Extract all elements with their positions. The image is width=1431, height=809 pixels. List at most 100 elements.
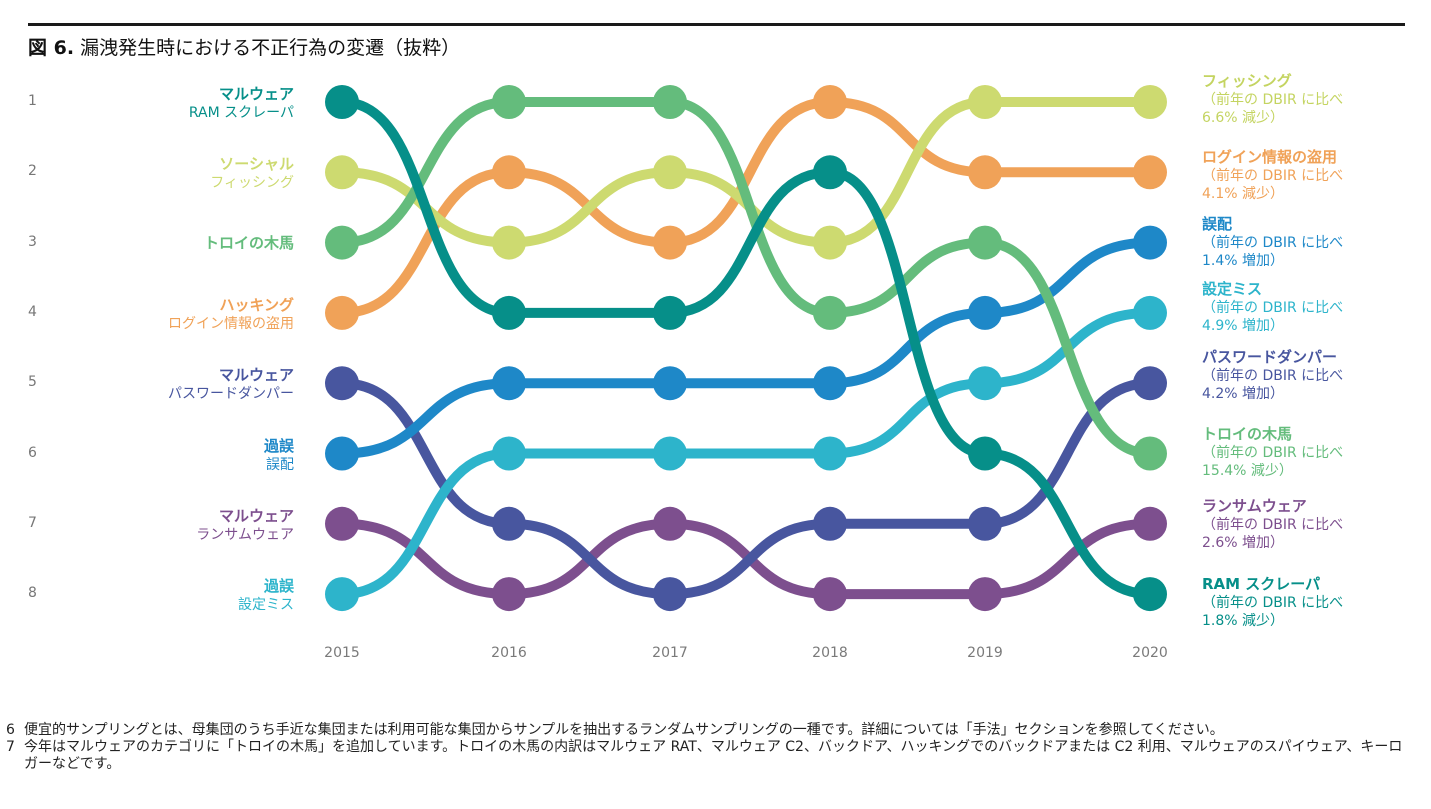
series-item: 誤配 (266, 456, 294, 473)
series-name: RAM スクレーパ (1202, 575, 1321, 593)
series-change-text: 4.2% 増加） (1202, 386, 1285, 402)
series-item: RAM スクレーパ (188, 105, 294, 121)
data-point (968, 506, 1002, 541)
data-point (325, 85, 359, 119)
series-change-text: （前年の DBIR に比べ (1202, 517, 1344, 533)
series-change-text: （前年の DBIR に比べ (1202, 368, 1344, 384)
left-series-label: マルウェア パスワードダンパー (168, 366, 294, 404)
left-series-label: マルウェア RAM スクレーパ (189, 85, 294, 123)
footnote-number: 7 (6, 739, 15, 755)
data-point (813, 225, 847, 260)
data-point (813, 155, 847, 190)
data-point (653, 295, 687, 330)
data-point (968, 366, 1002, 401)
data-point (492, 295, 526, 330)
data-point (325, 506, 359, 541)
year-tick-label: 2018 (812, 645, 848, 661)
series-name: 設定ミス (1202, 280, 1263, 298)
data-point (653, 436, 687, 471)
right-series-label: ランサムウェア （前年の DBIR に比べ 2.6% 増加） (1202, 497, 1343, 552)
year-tick-label: 2015 (324, 645, 360, 661)
figure-title: 図 6. 漏洩発生時における不正行為の変遷（抜粋） (28, 33, 460, 60)
right-series-label: RAM スクレーパ （前年の DBIR に比べ 1.8% 減少） (1202, 575, 1343, 630)
data-point (653, 577, 687, 612)
footnote-6: 6 便宜的サンプリングとは、母集団のうち手近な集団または利用可能な集団からサンプ… (6, 722, 1406, 739)
data-point (813, 85, 847, 119)
data-point (492, 366, 526, 401)
series-name: トロイの木馬 (1202, 425, 1293, 443)
data-point (1133, 225, 1167, 260)
figure-number: 図 6. (28, 37, 75, 59)
series-category: マルウェア (218, 366, 294, 385)
data-point (492, 506, 526, 541)
rank-label: 1 (28, 93, 37, 109)
rank-label: 4 (28, 303, 37, 320)
series-line (337, 378, 1155, 600)
year-tick-label: 2016 (491, 645, 527, 661)
series-item: ログイン情報の盗用 (168, 315, 294, 332)
footnote-7: 7 今年はマルウェアのカテゴリに「トロイの木馬」を追加しています。トロイの木馬の… (6, 739, 1406, 773)
data-point (1133, 506, 1167, 541)
series-change-text: （前年の DBIR に比べ (1202, 300, 1344, 316)
data-point (813, 577, 847, 612)
data-point (492, 155, 526, 190)
right-series-label: ログイン情報の盗用 （前年の DBIR に比べ 4.1% 減少） (1202, 148, 1343, 203)
data-point (1133, 85, 1167, 119)
footnote-number: 6 (6, 722, 15, 738)
data-point (813, 436, 847, 471)
data-point (1133, 577, 1167, 612)
series-change-text: 2.6% 増加） (1202, 535, 1285, 551)
series-line (337, 307, 1155, 600)
data-point (653, 225, 687, 260)
right-series-label: 誤配 （前年の DBIR に比べ 1.4% 増加） (1202, 215, 1343, 270)
data-point (968, 295, 1002, 330)
series-change-text: （前年の DBIR に比べ (1202, 595, 1344, 611)
series-line (337, 237, 1155, 459)
series-line (337, 96, 1155, 459)
series-item: パスワードダンパー (168, 386, 294, 403)
rank-label: 3 (28, 233, 37, 250)
rank-label: 8 (28, 585, 37, 602)
left-series-label: トロイの木馬 (204, 234, 294, 253)
figure-title-text: 漏洩発生時における不正行為の変遷（抜粋） (80, 37, 461, 59)
series-category: ソーシャル (219, 155, 294, 174)
series-item: ランサムウェア (196, 526, 294, 543)
left-series-label: ハッキング ログイン情報の盗用 (168, 296, 294, 334)
series-change-text: 4.1% 減少） (1202, 186, 1285, 202)
rank-label: 7 (28, 514, 37, 531)
series-item: フィッシング (210, 175, 294, 192)
year-tick-label: 2019 (967, 645, 1003, 661)
data-point (325, 436, 359, 471)
left-series-label: ソーシャル フィッシング (210, 155, 294, 193)
data-point (653, 366, 687, 401)
series-category: ハッキング (219, 295, 294, 314)
rank-label: 6 (28, 444, 37, 461)
series-change-text: 6.6% 減少） (1202, 110, 1285, 126)
series-item: 設定ミス (238, 597, 294, 614)
data-point (653, 506, 687, 541)
series-change-text: （前年の DBIR に比べ (1202, 92, 1344, 108)
data-point (325, 295, 359, 330)
data-point (325, 366, 359, 401)
series-name: ログイン情報の盗用 (1202, 148, 1338, 166)
rank-label: 2 (28, 163, 37, 180)
rank-label: 5 (28, 374, 37, 391)
year-tick-label: 2020 (1132, 645, 1168, 661)
data-point (1133, 155, 1167, 190)
series-change-text: （前年の DBIR に比べ (1202, 168, 1344, 184)
footnote-text: 便宜的サンプリングとは、母集団のうち手近な集団または利用可能な集団からサンプルを… (24, 722, 1224, 738)
right-series-label: 設定ミス （前年の DBIR に比べ 4.9% 増加） (1202, 280, 1343, 335)
series-category: マルウェア (218, 506, 294, 525)
data-point (1133, 366, 1167, 401)
right-series-label: フィッシング （前年の DBIR に比べ 6.6% 減少） (1202, 72, 1343, 127)
series-change-text: 1.8% 減少） (1202, 613, 1285, 629)
series-line (337, 518, 1155, 600)
data-point (968, 155, 1002, 190)
series-change-text: 1.4% 増加） (1202, 253, 1285, 269)
series-change-text: （前年の DBIR に比べ (1202, 445, 1344, 461)
data-point (492, 85, 526, 119)
data-point (1133, 295, 1167, 330)
data-point (492, 225, 526, 260)
series-category: トロイの木馬 (203, 233, 294, 252)
data-point (325, 577, 359, 612)
